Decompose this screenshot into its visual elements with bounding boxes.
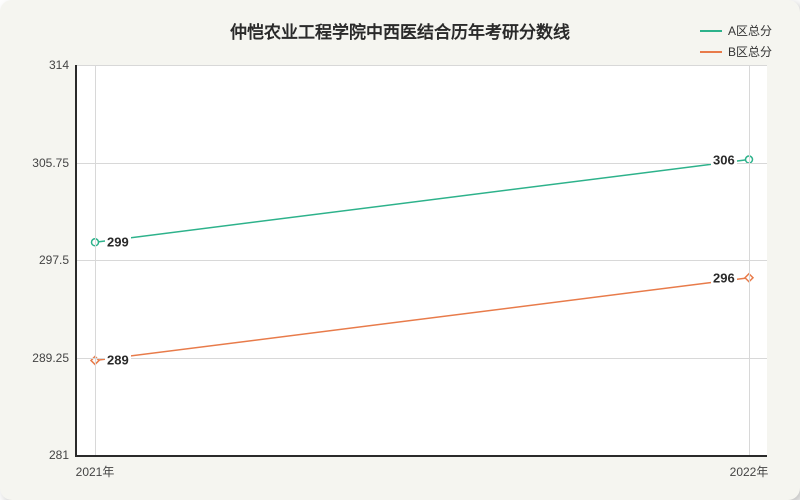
y-gridline: [77, 65, 767, 66]
data-label: 306: [711, 152, 737, 167]
legend-swatch-a: [700, 30, 722, 32]
y-axis-label: 297.5: [39, 253, 77, 267]
series-line: [95, 278, 749, 361]
legend-item-b: B区总分: [700, 43, 772, 60]
legend-swatch-b: [700, 51, 722, 53]
y-axis-label: 281: [49, 448, 77, 462]
y-axis-label: 289.25: [32, 351, 77, 365]
x-gridline: [95, 65, 96, 455]
legend-item-a: A区总分: [700, 22, 772, 39]
data-label: 296: [711, 270, 737, 285]
y-gridline: [77, 260, 767, 261]
x-axis-label: 2021年: [76, 455, 115, 480]
data-label: 289: [105, 353, 131, 368]
x-axis-label: 2022年: [730, 455, 769, 480]
plot-area: 281289.25297.5305.753142021年2022年2993062…: [75, 65, 767, 457]
legend-label-b: B区总分: [728, 43, 772, 60]
x-gridline: [749, 65, 750, 455]
data-label: 299: [105, 235, 131, 250]
y-gridline: [77, 163, 767, 164]
y-gridline: [77, 358, 767, 359]
chart-container: 仲恺农业工程学院中西医结合历年考研分数线 A区总分 B区总分 281 289.25…: [0, 0, 800, 500]
legend-label-a: A区总分: [728, 22, 772, 39]
chart-title: 仲恺农业工程学院中西医结合历年考研分数线: [0, 18, 800, 43]
y-axis-label: 314: [49, 58, 77, 72]
y-axis-label: 305.75: [32, 156, 77, 170]
legend: A区总分 B区总分: [700, 22, 772, 64]
series-line: [95, 160, 749, 243]
